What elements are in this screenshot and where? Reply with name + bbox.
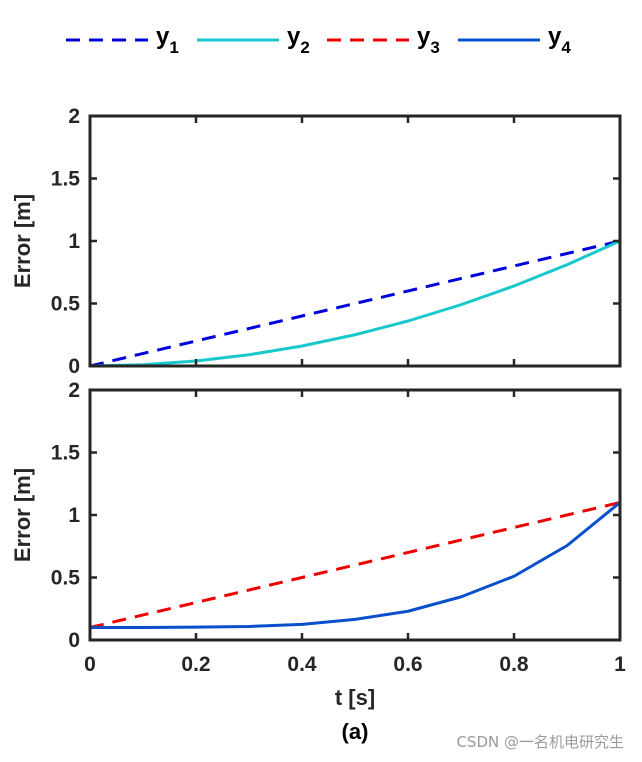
y-tick-label: 2 <box>68 379 80 402</box>
x-tick-label: 0.4 <box>287 653 317 676</box>
legend-label-y2: y2 <box>287 23 310 57</box>
x-tick-label: 0.8 <box>499 653 529 676</box>
y-tick-label: 1 <box>68 504 80 527</box>
x-tick-label: 0 <box>84 653 96 676</box>
y-axis-label: Error [m] <box>10 194 35 288</box>
legend: y1 y2 y3 y4 <box>66 23 571 57</box>
y-tick-label: 0 <box>68 629 80 652</box>
bottom-subplot: 0 0.5 1 1.5 2 0 0.2 0.4 0.6 0.8 1 Error [m] <box>10 379 626 676</box>
y-tick-label: 1.5 <box>51 442 81 465</box>
figure-caption: (a) <box>342 719 369 744</box>
y-tick-label: 0.5 <box>51 567 81 590</box>
series-y3-line <box>89 501 621 629</box>
x-axis-label: t [s] <box>335 685 375 710</box>
x-tick-label: 0.6 <box>393 653 422 676</box>
y-tick-label: 0.5 <box>51 293 81 316</box>
legend-label-y3: y3 <box>417 23 440 57</box>
y-tick-label: 0 <box>68 355 80 378</box>
x-tick-label: 0.2 <box>181 653 210 676</box>
top-subplot: 0 0.5 1 1.5 2 Error [m] <box>10 105 622 378</box>
watermark: CSDN @一名机电研究生 <box>456 733 624 751</box>
y-tick-label: 1.5 <box>51 168 81 191</box>
y-tick-label: 2 <box>68 105 80 128</box>
series-y1-line <box>89 239 621 368</box>
legend-label-y1: y1 <box>156 23 179 57</box>
axes-box <box>88 114 622 368</box>
y-axis-label: Error [m] <box>10 468 35 562</box>
legend-label-y4: y4 <box>548 23 571 57</box>
axes-box <box>88 388 622 642</box>
y-tick-label: 1 <box>68 230 80 253</box>
series-y4-line <box>90 501 621 629</box>
series-y2-line <box>89 239 621 368</box>
x-tick-label: 1 <box>614 653 626 676</box>
